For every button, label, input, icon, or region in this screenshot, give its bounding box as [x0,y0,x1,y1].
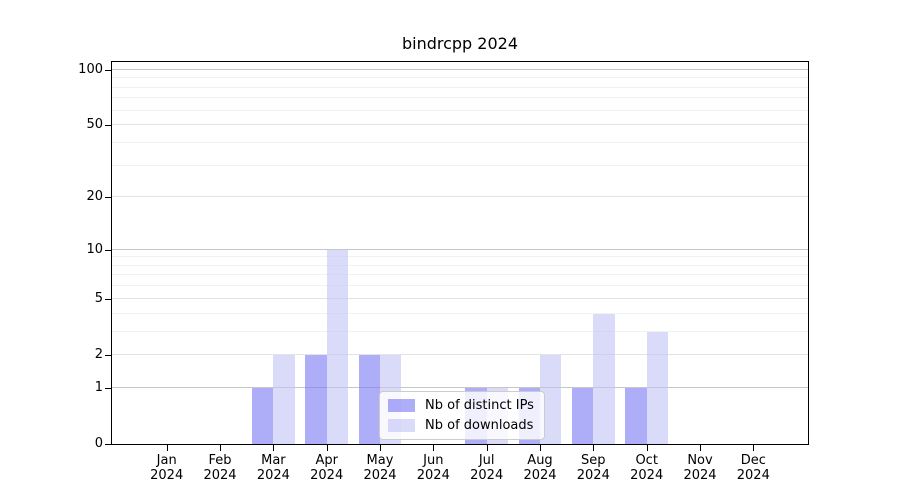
y-tick-50 [105,125,112,127]
y-tick-label-0: 0 [94,436,103,451]
bar-distinct-ips-oct [625,387,647,444]
x-tick-label-apr: Apr 2024 [310,453,344,483]
gridline-minor-90 [112,77,808,79]
x-tick-jan [166,445,168,451]
plot-area [111,61,809,445]
gridline-minor-9 [112,256,808,258]
y-tick-label-2: 2 [94,346,103,362]
x-tick-jul [486,445,488,451]
bar-downloads-apr [326,249,348,444]
x-tick-label-mar: Mar 2024 [256,453,290,483]
bar-distinct-ips-apr [305,354,327,444]
bar-downloads-mar [273,354,295,444]
y-tick-10 [105,249,112,251]
gridline-minor-40 [112,141,808,143]
gridline-minor-80 [112,86,808,88]
x-tick-label-nov: Nov 2024 [683,453,717,483]
x-tick-mar [273,445,275,451]
x-tick-label-jun: Jun 2024 [416,453,450,483]
gridline-minor-3 [112,330,808,332]
x-tick-label-may: May 2024 [363,453,397,483]
gridline-minor-7 [112,274,808,276]
y-tick-100 [105,69,112,71]
x-tick-label-feb: Feb 2024 [203,453,237,483]
x-tick-jun [433,445,435,451]
gridline-minor-30 [112,164,808,166]
y-tick-label-20: 20 [86,189,103,205]
x-tick-oct [646,445,648,451]
x-tick-feb [220,445,221,451]
gridline-minor-6 [112,285,808,287]
gridline-minor-8 [112,264,808,266]
x-tick-dec [753,445,755,451]
bar-distinct-ips-sep [572,387,594,444]
y-tick-label-5: 5 [94,290,103,306]
y-tick-20 [105,197,112,199]
x-tick-label-dec: Dec 2024 [736,453,770,483]
x-tick-may [380,445,381,451]
y-tick-1 [105,387,112,389]
gridline-minor-70 [112,97,808,99]
y-tick-5 [105,298,112,300]
y-tick-2 [105,354,112,356]
gridline-minor-60 [112,109,808,111]
y-tick-label-100: 100 [78,61,103,77]
legend-entry-downloads: Nb of downloads [388,418,534,433]
y-tick-label-10: 10 [86,241,103,257]
bar-downloads-sep [593,313,615,444]
gridline-20 [112,196,808,198]
gridline-minor-4 [112,312,808,314]
legend-swatch-downloads [388,419,415,432]
x-tick-sep [593,445,595,451]
bar-downloads-aug [540,354,562,444]
x-tick-label-sep: Sep 2024 [576,453,610,483]
y-tick-label-1: 1 [94,379,103,395]
bar-distinct-ips-may [358,354,380,444]
x-tick-label-oct: Oct 2024 [630,453,664,483]
bar-downloads-oct [646,331,668,444]
gridline-10 [112,248,808,250]
x-tick-aug [540,445,541,451]
x-tick-nov [700,445,701,451]
y-tick-0 [105,444,112,445]
legend-entry-distinct-ips: Nb of distinct IPs [388,398,534,413]
legend-swatch-distinct-ips [388,399,415,412]
gridline-1 [112,386,808,388]
x-tick-label-jan: Jan 2024 [150,453,184,483]
legend-label-downloads: Nb of downloads [425,418,534,433]
gridline-5 [112,297,808,299]
x-tick-label-jul: Jul 2024 [470,453,504,483]
gridline-2 [112,353,808,355]
bar-distinct-ips-mar [252,387,274,444]
y-tick-label-50: 50 [86,117,103,133]
x-tick-apr [326,445,328,451]
legend: Nb of distinct IPs Nb of downloads [379,391,545,440]
chart-title: bindrcpp 2024 [401,34,519,53]
legend-label-distinct-ips: Nb of distinct IPs [425,398,534,413]
gridline-100 [112,68,808,70]
gridline-50 [112,124,808,126]
x-tick-label-aug: Aug 2024 [523,453,557,483]
